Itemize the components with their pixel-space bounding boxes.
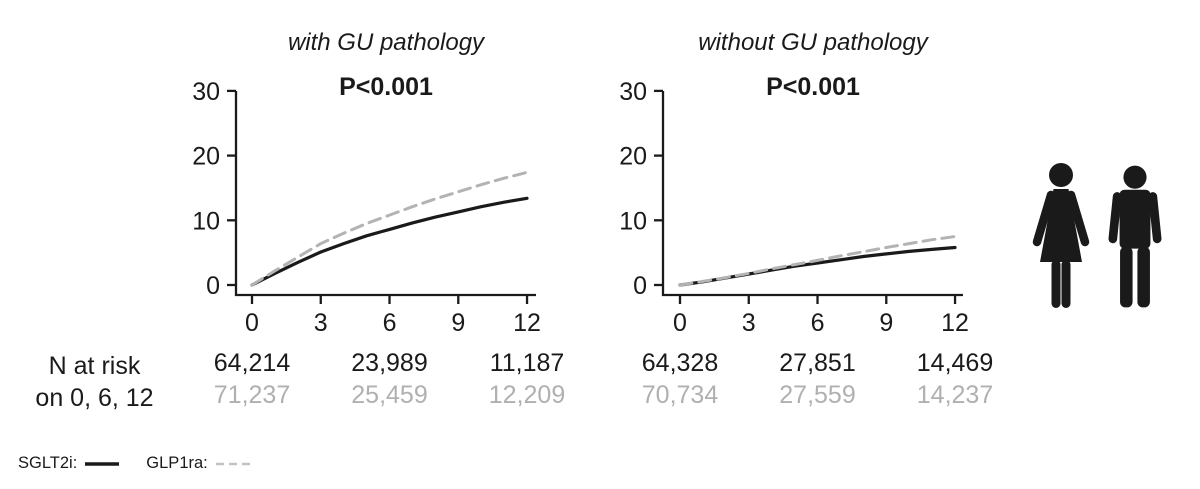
- legend-label-sglt2i: SGLT2i:: [18, 454, 78, 472]
- risk-left-glp1ra-t6: 25,459: [351, 381, 428, 409]
- risk-right-glp1ra-t12: 14,237: [916, 381, 994, 409]
- x-tick-label: 6: [811, 309, 825, 337]
- axis-line: [234, 91, 536, 297]
- risk-left-sglt2i-t12: 11,187: [489, 349, 565, 377]
- risk-right-sglt2i-t6: 27,851: [779, 349, 856, 377]
- panel-title-without-gu: without GU pathology: [698, 29, 928, 56]
- x-tick-label: 0: [673, 309, 687, 337]
- x-tick-label: 12: [941, 309, 969, 337]
- legend: SGLT2i: GLP1ra:: [18, 454, 277, 473]
- y-tick-label: 0: [206, 272, 220, 300]
- chart-panel-1: 0 10 20 30 0 3 6 9 12: [619, 78, 969, 337]
- n-at-risk-line1: N at risk: [48, 352, 141, 380]
- p-value-with-gu: P<0.001: [339, 73, 433, 101]
- x-tick-label: 9: [879, 309, 893, 337]
- n-at-risk-line2: on 0, 6, 12: [35, 384, 154, 412]
- y-tick-label: 20: [192, 143, 220, 171]
- female-icon: [1032, 163, 1090, 308]
- x-tick-label: 6: [383, 309, 397, 337]
- risk-right-glp1ra-t0: 70,734: [641, 381, 719, 409]
- y-tick-label: 30: [192, 78, 220, 106]
- axis-line: [661, 91, 963, 297]
- y-tick-label: 10: [619, 207, 647, 235]
- risk-left-sglt2i-t6: 23,989: [351, 349, 428, 377]
- dashed-line-icon: [215, 462, 250, 465]
- risk-left-sglt2i-t0: 64,214: [213, 349, 291, 377]
- x-tick-label: 12: [513, 309, 541, 337]
- chart-panel-0: 0 10 20 30 0 3 6 9 12: [192, 78, 541, 337]
- risk-right-sglt2i-t12: 14,469: [916, 349, 994, 377]
- series-sglt2i: [250, 196, 529, 287]
- male-icon: [1108, 165, 1162, 308]
- x-tick-label: 0: [245, 309, 259, 337]
- risk-left-glp1ra-t12: 12,209: [488, 381, 566, 409]
- solid-line-icon: [85, 461, 120, 466]
- panel-title-with-gu: with GU pathology: [287, 29, 485, 56]
- risk-right-sglt2i-t0: 64,328: [641, 349, 719, 377]
- y-tick-label: 0: [633, 272, 647, 300]
- x-tick-label: 3: [742, 309, 756, 337]
- p-value-without-gu: P<0.001: [766, 73, 860, 101]
- legend-label-glp1ra: GLP1ra:: [146, 454, 208, 472]
- y-tick-label: 20: [619, 143, 647, 171]
- x-tick-label: 3: [314, 309, 328, 337]
- y-tick-label: 30: [619, 78, 647, 106]
- x-tick-label: 9: [451, 309, 465, 337]
- series-glp1ra: [678, 235, 957, 287]
- n-at-risk-header: N at risk on 0, 6, 12: [22, 350, 167, 414]
- series-glp1ra: [250, 170, 529, 287]
- risk-right-glp1ra-t6: 27,559: [779, 381, 856, 409]
- y-tick-label: 10: [192, 207, 220, 235]
- risk-left-glp1ra-t0: 71,237: [213, 381, 291, 409]
